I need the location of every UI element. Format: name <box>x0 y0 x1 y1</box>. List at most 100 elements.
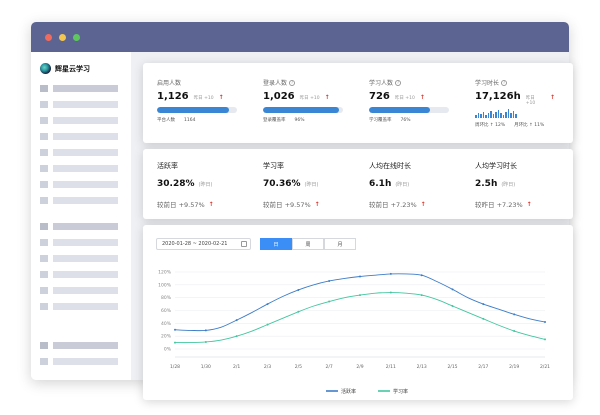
progress-bar <box>263 107 343 113</box>
sidebar-item[interactable] <box>40 239 118 246</box>
metric-foot: 较昨日 +7.23% <box>475 201 523 209</box>
y-tick-label: 120% <box>158 270 172 276</box>
segment-week[interactable]: 周 <box>292 238 324 250</box>
sidebar-item[interactable] <box>40 101 118 108</box>
progress-fill <box>263 107 339 113</box>
sidebar-group-3[interactable] <box>40 342 118 349</box>
stat-compare: 昨日 +10 <box>299 96 320 101</box>
minimize-dot[interactable] <box>59 34 66 41</box>
metric-foot: 较前日 +7.23% <box>369 201 417 209</box>
stat-foot-month: 月环比 ↑ 11% <box>514 123 545 128</box>
metric-online-hours: 人均在线时长 6.1h (昨日) 较前日 +7.23% ↑ <box>369 161 426 209</box>
arrow-up-icon: ↑ <box>420 200 426 208</box>
data-point <box>389 291 392 294</box>
legend-label: 活跃率 <box>341 388 356 395</box>
data-point <box>235 335 238 338</box>
spark-bar <box>482 112 484 118</box>
spark-bar <box>497 110 499 118</box>
date-range-picker[interactable]: 2020-01-28 ~ 2020-02-21 <box>156 238 251 250</box>
y-tick-label: 20% <box>161 334 172 340</box>
data-point <box>359 294 361 297</box>
stat-learning-hours: 学习时长? 17,126h 昨日 +10 ↑ 周环比 ↑ 12% 月环比 ↑ 11% <box>475 78 555 128</box>
stat-foot-week: 周环比 ↑ 12% <box>475 123 506 128</box>
sidebar-item[interactable] <box>40 271 118 278</box>
metric-note: (昨日) <box>395 182 410 188</box>
sidebar-item[interactable] <box>40 133 118 140</box>
spark-bar <box>490 111 492 118</box>
metric-title: 人均在线时长 <box>369 162 411 170</box>
data-point <box>544 321 546 324</box>
help-icon[interactable]: ? <box>289 79 296 86</box>
sidebar-item[interactable] <box>40 181 118 188</box>
y-tick-label: 100% <box>158 282 172 288</box>
data-point <box>513 313 516 316</box>
maximize-dot[interactable] <box>73 34 80 41</box>
metric-title: 活跃率 <box>157 162 178 170</box>
x-tick-label: 2/9 <box>356 364 363 370</box>
sparkline-bars <box>475 109 555 118</box>
sidebar-item[interactable] <box>40 197 118 204</box>
sidebar-item[interactable] <box>40 255 118 262</box>
sidebar-item[interactable] <box>40 149 118 156</box>
y-tick-label: 60% <box>161 308 172 314</box>
sidebar-item[interactable] <box>40 303 118 310</box>
stat-compare: 昨日 +10 <box>193 96 214 101</box>
data-point <box>420 294 423 297</box>
line-chart: 0% 20% 40% 60% 80% 100% 120% 1/28 1/30 2/1 2/3 2/5 2… <box>158 270 550 395</box>
trend-chart-card: 2020-01-28 ~ 2020-02-21 日 周 月 0% 20% 40% 60… <box>143 225 573 400</box>
logo-icon <box>40 63 51 74</box>
stat-foot-value: 76% <box>400 117 411 123</box>
segment-day[interactable]: 日 <box>260 238 292 250</box>
data-point <box>174 341 176 344</box>
metric-note: (昨日) <box>198 182 213 188</box>
help-icon[interactable]: ? <box>501 79 508 86</box>
data-point <box>235 319 238 322</box>
metric-value: 6.1h <box>369 179 392 189</box>
legend-label: 学习率 <box>393 388 408 395</box>
data-point <box>204 340 207 343</box>
stat-learning-users: 学习人数? 726 昨日 +10 ↑ 学习覆盖率 76% <box>369 78 449 123</box>
arrow-up-icon: ↑ <box>549 94 555 101</box>
series-line-1 <box>174 273 546 332</box>
data-point <box>328 279 331 282</box>
sidebar-item[interactable] <box>40 117 118 124</box>
x-tick-label: 2/13 <box>417 364 427 370</box>
segment-month[interactable]: 月 <box>324 238 356 250</box>
stat-foot-value: 96% <box>294 117 305 123</box>
spark-bar <box>507 109 509 118</box>
stat-value: 1,126 <box>157 91 189 102</box>
data-point <box>359 275 361 278</box>
data-point <box>204 329 207 332</box>
metric-note: (昨日) <box>304 182 319 188</box>
stat-value: 726 <box>369 91 390 102</box>
sidebar-item[interactable] <box>40 165 118 172</box>
stat-foot-label: 学习覆盖率 <box>369 118 392 123</box>
x-tick-label: 2/5 <box>295 364 302 370</box>
sidebar-group-2[interactable] <box>40 223 118 230</box>
x-tick-label: 1/28 <box>170 364 180 370</box>
spark-bar <box>510 113 512 118</box>
data-point <box>328 300 331 303</box>
sidebar-item[interactable] <box>40 358 118 365</box>
x-tick-label: 2/21 <box>540 364 550 370</box>
spark-bar <box>495 112 497 118</box>
sidebar-item[interactable] <box>40 287 118 294</box>
stat-title: 学习时长 <box>475 80 500 87</box>
x-tick-label: 2/1 <box>233 364 240 370</box>
data-point <box>420 274 423 277</box>
progress-fill <box>157 107 229 113</box>
data-point <box>451 305 454 308</box>
stat-foot-value: 1164 <box>184 117 196 123</box>
y-tick-label: 40% <box>161 321 172 327</box>
data-point <box>482 303 485 306</box>
stat-title: 登录人数 <box>263 80 288 87</box>
sidebar-group-1[interactable] <box>40 85 118 92</box>
overview-stats-card: 启用人数 1,126 昨日 +10 ↑ 平台人数 1164 登录人数? 1,026 昨日… <box>143 63 573 143</box>
spark-bar <box>505 112 507 118</box>
calendar-icon <box>241 241 247 247</box>
arrow-up-icon: ↑ <box>314 200 320 208</box>
close-dot[interactable] <box>45 34 52 41</box>
stat-foot-label: 登录覆盖率 <box>263 118 286 123</box>
help-icon[interactable]: ? <box>395 79 402 86</box>
metric-value: 30.28% <box>157 179 195 189</box>
